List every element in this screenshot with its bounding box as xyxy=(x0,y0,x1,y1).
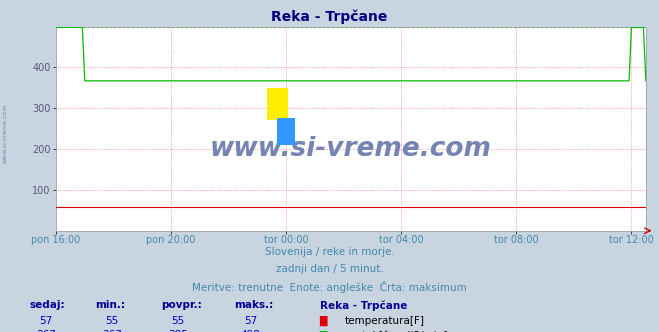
Text: 367: 367 xyxy=(36,330,56,332)
Text: 57: 57 xyxy=(40,316,53,326)
Text: █: █ xyxy=(320,330,327,332)
Text: 55: 55 xyxy=(105,316,119,326)
Text: 367: 367 xyxy=(102,330,122,332)
Text: www.si-vreme.com: www.si-vreme.com xyxy=(3,103,8,163)
Text: maks.:: maks.: xyxy=(234,300,273,310)
Text: Reka - Trpčane: Reka - Trpčane xyxy=(320,300,407,311)
Text: povpr.:: povpr.: xyxy=(161,300,202,310)
Text: temperatura[F]: temperatura[F] xyxy=(345,316,424,326)
Text: Slovenija / reke in morje.: Slovenija / reke in morje. xyxy=(264,247,395,257)
Text: pretok[čevelj3/min]: pretok[čevelj3/min] xyxy=(345,330,447,332)
Text: Reka - Trpčane: Reka - Trpčane xyxy=(272,9,387,24)
Text: min.:: min.: xyxy=(96,300,126,310)
Text: zadnji dan / 5 minut.: zadnji dan / 5 minut. xyxy=(275,264,384,274)
FancyBboxPatch shape xyxy=(277,119,295,145)
Text: 385: 385 xyxy=(168,330,188,332)
Text: 55: 55 xyxy=(171,316,185,326)
FancyBboxPatch shape xyxy=(267,88,288,121)
Text: sedaj:: sedaj: xyxy=(30,300,65,310)
Text: www.si-vreme.com: www.si-vreme.com xyxy=(210,136,492,162)
Text: 498: 498 xyxy=(241,330,260,332)
Text: █: █ xyxy=(320,316,327,326)
Text: Meritve: trenutne  Enote: angleške  Črta: maksimum: Meritve: trenutne Enote: angleške Črta: … xyxy=(192,281,467,292)
Text: 57: 57 xyxy=(244,316,257,326)
